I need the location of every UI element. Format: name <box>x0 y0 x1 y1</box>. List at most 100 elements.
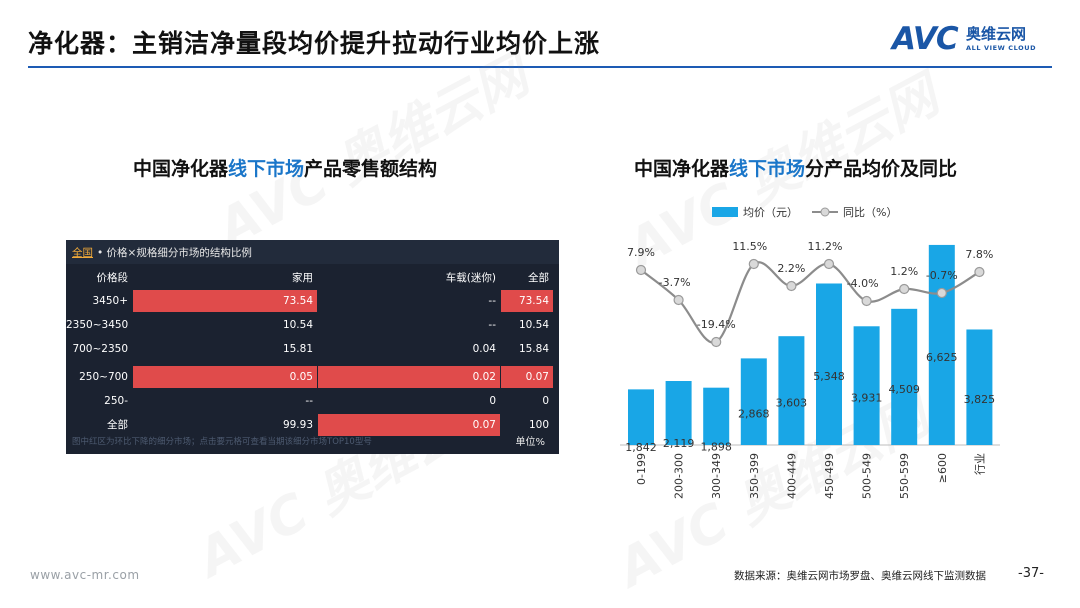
yoy-point[interactable] <box>974 266 985 278</box>
yoy-point[interactable] <box>635 264 647 276</box>
data-source: 数据来源：奥维云网市场罗盘、奥维云网线下监测数据 <box>734 570 986 582</box>
table-cell[interactable]: 0.04 <box>472 343 496 355</box>
bar-200-300[interactable] <box>665 381 692 445</box>
table-cell[interactable]: -- <box>488 295 496 307</box>
table-row[interactable]: 2350~3450 10.54 -- 10.54 <box>66 314 559 336</box>
header-rule <box>28 66 1052 68</box>
table-cell[interactable]: 0.02 <box>318 366 500 388</box>
legend-label: 均价（元） <box>743 206 798 219</box>
yoy-label: -19.4% <box>697 318 736 331</box>
bar-≥600[interactable] <box>928 244 955 445</box>
bar-450-499[interactable] <box>816 283 842 445</box>
table-cell[interactable]: 10.54 <box>282 319 313 331</box>
table-cell[interactable]: -- <box>305 395 313 407</box>
table-cell[interactable]: 15.81 <box>282 343 313 355</box>
bar-value-label: 5,348 <box>813 370 845 383</box>
x-tick-label: 200-300 <box>673 453 686 499</box>
legend-swatch-bar <box>712 207 738 217</box>
table-cell[interactable]: 73.54 <box>501 290 553 312</box>
company-logo: AVC 奥维云网 ALL VIEW CLOUD <box>892 22 1062 58</box>
page-number: -37- <box>1018 566 1044 581</box>
yoy-point[interactable] <box>748 258 759 270</box>
yoy-label: 11.2% <box>808 240 843 253</box>
row-label: 700~2350 <box>72 343 128 355</box>
bar-300-349[interactable] <box>703 387 730 445</box>
column-header: 全部 <box>528 272 549 284</box>
table-row[interactable]: 250- -- 0 0 <box>66 390 559 412</box>
yoy-point[interactable] <box>673 294 684 306</box>
bar-400-449[interactable] <box>778 336 805 445</box>
yoy-label: 1.2% <box>890 265 918 278</box>
bar-350-399[interactable] <box>740 358 767 445</box>
table-cell[interactable]: 100 <box>528 419 549 431</box>
legend-marker <box>820 207 830 217</box>
structure-table: 全国 • 价格×规格细分市场的结构比例 价格段 家用 车载(迷你) 全部 345… <box>66 240 559 454</box>
yoy-point[interactable] <box>786 280 797 292</box>
x-tick-label: 0-199 <box>635 453 648 485</box>
table-row[interactable]: 3450+ 73.54 -- 73.54 <box>66 290 559 312</box>
bar-value-label: 2,868 <box>738 408 770 421</box>
yoy-label: 7.9% <box>627 246 655 259</box>
yoy-point[interactable] <box>899 283 910 295</box>
table-cell[interactable]: 10.54 <box>518 319 549 331</box>
table-cell[interactable]: 0 <box>489 395 496 407</box>
bar-value-label: 6,625 <box>926 351 958 364</box>
table-cell[interactable]: 0 <box>542 395 549 407</box>
yoy-point[interactable] <box>711 336 722 348</box>
row-label: 全部 <box>107 419 128 431</box>
column-header: 车载(迷你) <box>445 272 496 284</box>
table-cell[interactable]: 0.07 <box>318 414 500 436</box>
bar-value-label: 3,825 <box>964 393 996 406</box>
column-header: 价格段 <box>96 272 129 284</box>
yoy-line <box>640 261 980 344</box>
bar-value-label: 3,931 <box>851 392 883 405</box>
x-tick-label: ≥600 <box>936 453 949 483</box>
page-title: 净化器：主销洁净量段均价提升拉动行业均价上涨 <box>28 29 601 58</box>
table-cell[interactable]: 99.93 <box>282 419 313 431</box>
table-cell[interactable]: 0.05 <box>133 366 317 388</box>
yoy-label: 7.8% <box>965 248 993 261</box>
footer-url[interactable]: www.avc-mr.com <box>30 568 140 582</box>
bar-value-label: 3,603 <box>776 397 808 410</box>
row-label: 3450+ <box>92 295 128 307</box>
table-row[interactable]: 700~2350 15.81 0.04 15.84 <box>66 338 559 360</box>
x-tick-label: 400-449 <box>785 453 798 499</box>
scope-link[interactable]: 全国 <box>72 247 93 259</box>
logo-en: ALL VIEW CLOUD <box>966 44 1037 52</box>
bar-行业[interactable] <box>966 329 993 445</box>
x-tick-label: 550-599 <box>898 453 911 499</box>
table-unit: 单位% <box>515 437 545 448</box>
bar-550-599[interactable] <box>891 308 918 445</box>
table-cell[interactable]: 15.84 <box>518 343 549 355</box>
x-tick-label: 350-399 <box>748 453 761 499</box>
bar-value-label: 1,842 <box>625 441 657 454</box>
x-tick-label: 450-499 <box>823 453 836 499</box>
table-header-bar: 全国 • 价格×规格细分市场的结构比例 <box>66 240 559 264</box>
yoy-label: 2.2% <box>777 262 805 275</box>
bar-value-label: 4,509 <box>888 383 920 396</box>
table-cell[interactable]: -- <box>488 319 496 331</box>
yoy-point[interactable] <box>823 258 835 270</box>
yoy-label: -3.7% <box>659 276 691 289</box>
yoy-label: -4.0% <box>847 277 879 290</box>
row-label: 2350~3450 <box>66 319 129 331</box>
x-tick-label: 行业 <box>973 453 986 475</box>
bar-value-label: 1,898 <box>700 440 732 453</box>
yoy-point[interactable] <box>861 295 872 307</box>
bar-500-549[interactable] <box>853 326 880 445</box>
logo-cn: 奥维云网 <box>966 25 1027 43</box>
yoy-point[interactable] <box>936 287 947 299</box>
yoy-label: 11.5% <box>732 240 767 253</box>
yoy-label: -0.7% <box>926 269 958 282</box>
row-label: 250~700 <box>79 371 128 383</box>
table-cell[interactable]: 73.54 <box>133 290 317 312</box>
left-panel-title: 中国净化器线下市场产品零售额结构 <box>133 158 438 180</box>
right-panel-title: 中国净化器线下市场分产品均价及同比 <box>634 158 958 180</box>
table-row[interactable]: 全部 99.93 0.07 100 <box>66 414 559 436</box>
table-footnote: 图中红区为环比下降的细分市场；点击要元格可查看当期该细分市场TOP10型号 <box>72 437 372 447</box>
bar-0-199[interactable] <box>628 389 654 445</box>
table-row[interactable]: 250~700 0.05 0.02 0.07 <box>66 366 559 388</box>
row-label: 250- <box>104 395 128 407</box>
table-cell[interactable]: 0.07 <box>501 366 553 388</box>
